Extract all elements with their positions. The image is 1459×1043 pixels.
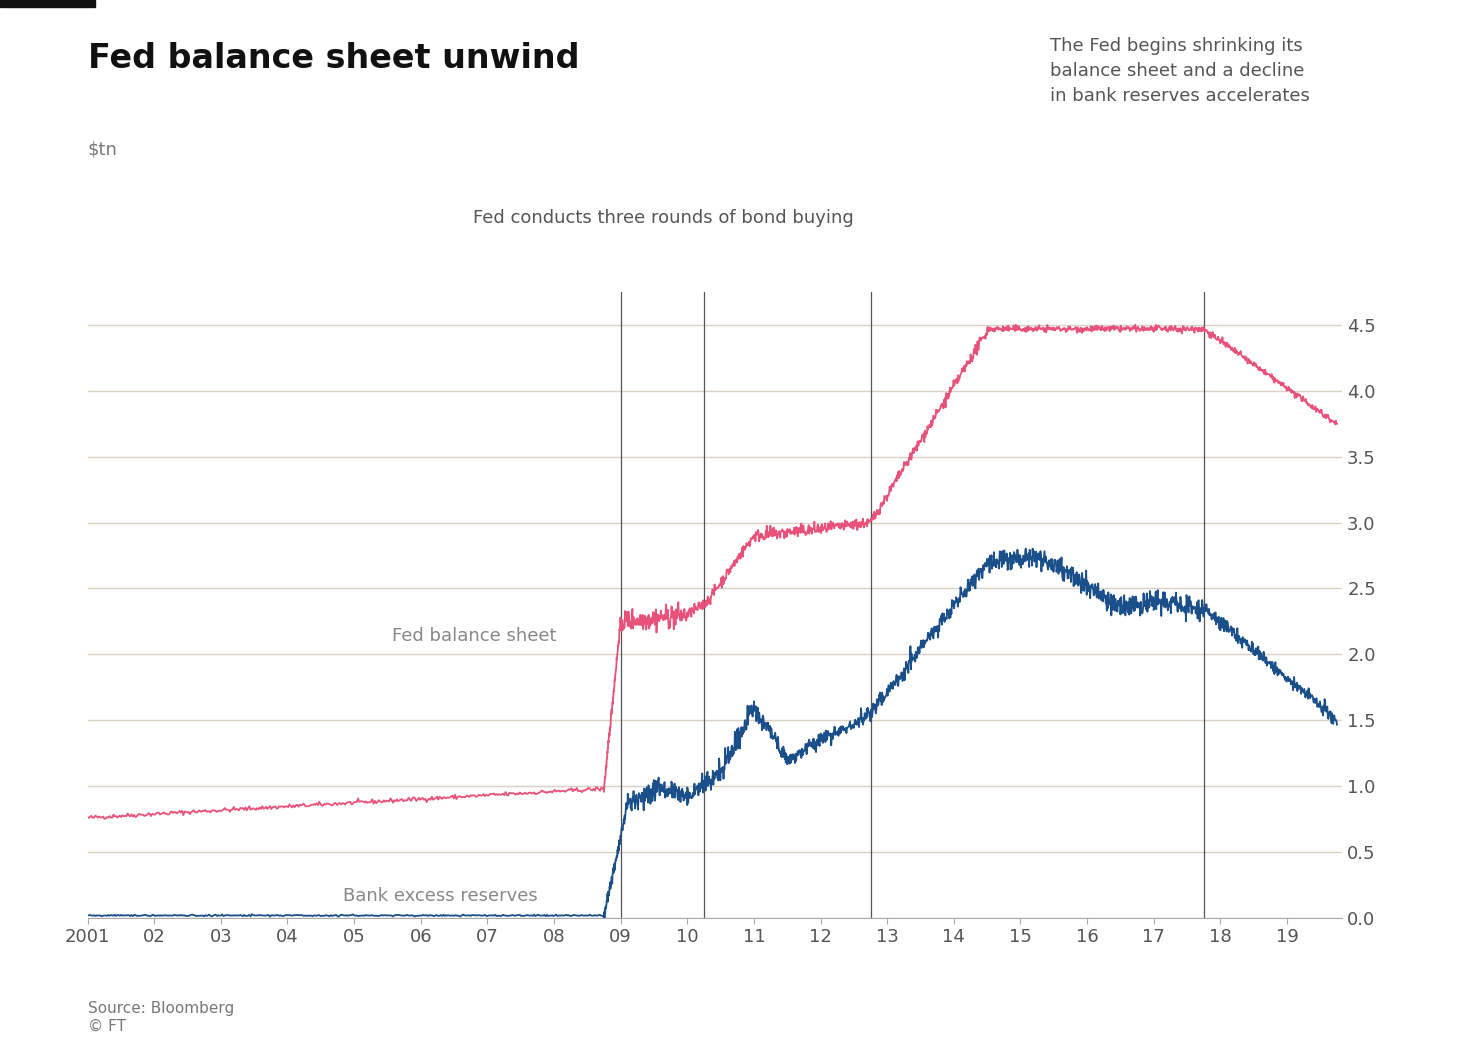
Text: $tn: $tn [88, 141, 117, 159]
Text: Fed balance sheet unwind: Fed balance sheet unwind [88, 42, 579, 75]
Text: Fed conducts three rounds of bond buying: Fed conducts three rounds of bond buying [474, 209, 854, 226]
Text: Source: Bloomberg
© FT: Source: Bloomberg © FT [88, 1001, 233, 1034]
Text: Fed balance sheet: Fed balance sheet [392, 627, 556, 646]
Text: Bank excess reserves: Bank excess reserves [343, 887, 538, 904]
Text: The Fed begins shrinking its
balance sheet and a decline
in bank reserves accele: The Fed begins shrinking its balance she… [1050, 37, 1310, 104]
